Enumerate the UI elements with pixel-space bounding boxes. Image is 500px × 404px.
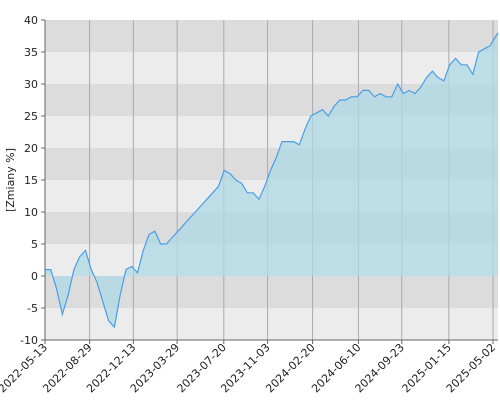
y-tick-label: 0: [31, 270, 38, 283]
y-tick-label: 5: [31, 238, 38, 251]
background-band: [45, 20, 498, 52]
background-band: [45, 52, 498, 84]
background-band: [45, 308, 498, 340]
y-tick-label: -5: [27, 302, 38, 315]
y-tick-label: 15: [24, 174, 38, 187]
y-tick-label: 35: [24, 46, 38, 59]
y-tick-label: -10: [20, 334, 38, 347]
y-axis-label: [Zmiany %]: [4, 148, 17, 212]
y-tick-label: 40: [24, 14, 38, 27]
y-tick-label: 25: [24, 110, 38, 123]
y-tick-label: 20: [24, 142, 38, 155]
y-tick-label: 30: [24, 78, 38, 91]
y-tick-label: 10: [24, 206, 38, 219]
area-fill: [45, 32, 498, 328]
line: [45, 32, 499, 329]
